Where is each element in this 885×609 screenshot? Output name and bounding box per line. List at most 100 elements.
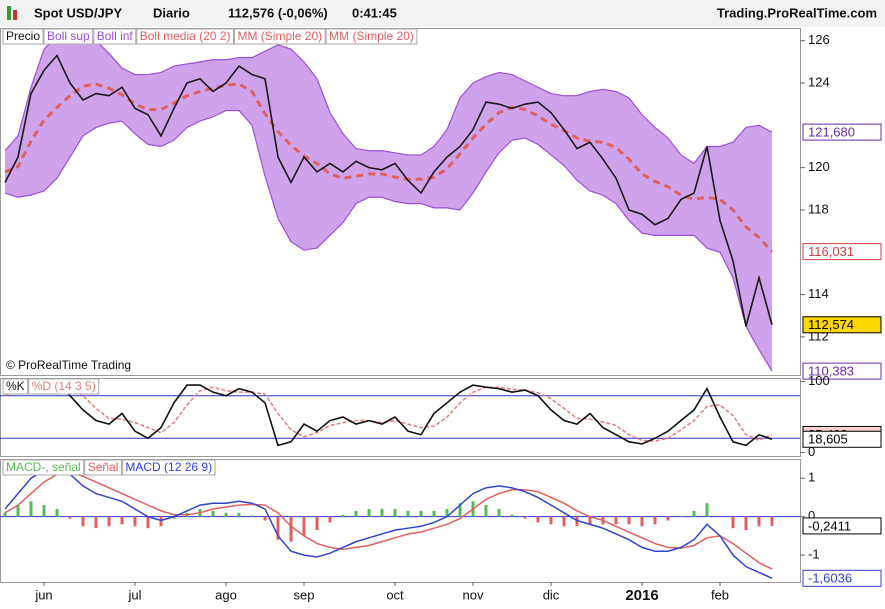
histogram-bar xyxy=(302,516,306,536)
series-line xyxy=(4,382,773,442)
value-tag xyxy=(802,316,882,334)
legend-label: %K xyxy=(6,379,25,393)
logo-icon xyxy=(7,6,11,20)
histogram-bar xyxy=(146,516,150,529)
legend-label: MM (Simple 20) xyxy=(329,29,414,43)
value-tag-label: 112,574 xyxy=(808,317,854,332)
x-tick-label: oct xyxy=(386,587,404,602)
copyright: © ProRealTime Trading xyxy=(6,358,131,372)
series-line xyxy=(4,471,773,570)
value-tag xyxy=(802,123,882,141)
histogram-bar xyxy=(211,510,215,517)
histogram-bar xyxy=(328,516,332,523)
value-tag xyxy=(802,362,882,380)
legend-label: MACD (12 26 9) xyxy=(125,460,212,474)
legend-box xyxy=(84,459,122,476)
site: Trading.ProRealTime.com xyxy=(717,5,877,20)
histogram-bar xyxy=(133,516,137,527)
logo-icon xyxy=(13,10,17,20)
header-bar xyxy=(0,0,885,27)
histogram-bar xyxy=(341,514,345,517)
value-tag xyxy=(802,517,882,535)
series-line xyxy=(4,33,773,165)
histogram-bar xyxy=(172,516,176,519)
value-tag xyxy=(802,569,882,587)
histogram-bar xyxy=(458,503,462,517)
series-line xyxy=(4,82,774,253)
x-tick-label: jun xyxy=(34,587,52,602)
histogram-bar xyxy=(653,516,657,525)
legend-label: MACD-, señal xyxy=(6,460,81,474)
legend-box xyxy=(43,28,94,45)
time: 0:41:45 xyxy=(352,5,397,20)
value-tag-label: 110,383 xyxy=(808,364,854,379)
x-tick-label: feb xyxy=(711,587,729,602)
histogram-bar xyxy=(744,516,748,531)
series-line xyxy=(4,54,773,327)
y-tick-label: 100 xyxy=(808,373,830,388)
histogram-bar xyxy=(380,508,384,517)
histogram-bar xyxy=(263,516,267,521)
histogram-bar xyxy=(705,503,709,517)
panel-frame xyxy=(0,459,801,583)
y-tick-label: 120 xyxy=(808,159,830,174)
histogram-bar xyxy=(315,516,319,531)
symbol: Spot USD/JPY xyxy=(34,5,122,20)
y-tick-label: 1 xyxy=(808,470,815,485)
histogram-bar xyxy=(523,516,527,519)
histogram-bar xyxy=(107,516,111,527)
histogram-bar xyxy=(16,505,20,517)
x-tick-label: 2016 xyxy=(625,587,658,604)
legend-box xyxy=(325,28,418,45)
value-tag-label: 121,680 xyxy=(808,125,855,140)
histogram-bar xyxy=(445,508,449,517)
histogram-bar xyxy=(120,516,124,525)
x-tick-label: sep xyxy=(294,587,315,602)
histogram-bar xyxy=(575,516,579,527)
histogram-bar xyxy=(627,516,631,525)
histogram-bar xyxy=(510,514,514,517)
legend-box xyxy=(233,28,326,45)
legend-box xyxy=(136,28,234,45)
histogram-bar xyxy=(692,510,696,517)
histogram-bar xyxy=(588,516,592,525)
histogram-bar xyxy=(549,516,553,525)
histogram-bar xyxy=(367,508,371,517)
histogram-bar xyxy=(731,516,735,529)
histogram-bar xyxy=(3,512,7,517)
value-tag xyxy=(802,430,882,448)
legend-box xyxy=(121,459,216,476)
series-line xyxy=(4,109,773,372)
value-tag xyxy=(802,243,882,261)
histogram-bar xyxy=(237,512,241,517)
histogram-bar xyxy=(497,508,501,517)
histogram-bar xyxy=(94,516,98,529)
quote: 112,576 (-0,06%) xyxy=(228,5,328,20)
legend-box xyxy=(93,28,137,45)
panel-frame xyxy=(0,378,801,457)
histogram-bar xyxy=(289,516,293,542)
histogram-bar xyxy=(419,510,423,517)
histogram-bar xyxy=(55,508,59,517)
legend-box xyxy=(2,378,29,395)
histogram-bar xyxy=(276,516,280,540)
y-tick-label: 124 xyxy=(808,74,830,89)
value-tag-label: 18,605 xyxy=(808,432,848,447)
series-line xyxy=(4,380,773,447)
value-tag-label: 116,031 xyxy=(808,244,854,259)
x-tick-label: dic xyxy=(543,587,560,602)
histogram-bar xyxy=(536,516,540,523)
legend-label: %D (14 3 5) xyxy=(32,379,96,393)
value-tag-label: -0,2411 xyxy=(808,518,851,533)
legend-label: MM (Simple 20) xyxy=(237,29,322,43)
histogram-bar xyxy=(354,510,358,517)
x-tick-label: nov xyxy=(463,587,484,602)
legend-label: Boll inf xyxy=(97,29,134,43)
histogram-bar xyxy=(757,516,761,527)
histogram-bar xyxy=(42,505,46,517)
legend-label: Señal xyxy=(88,460,119,474)
y-tick-label: 114 xyxy=(808,286,829,301)
histogram-bar xyxy=(484,505,488,517)
y-tick-label: 0 xyxy=(808,508,815,523)
